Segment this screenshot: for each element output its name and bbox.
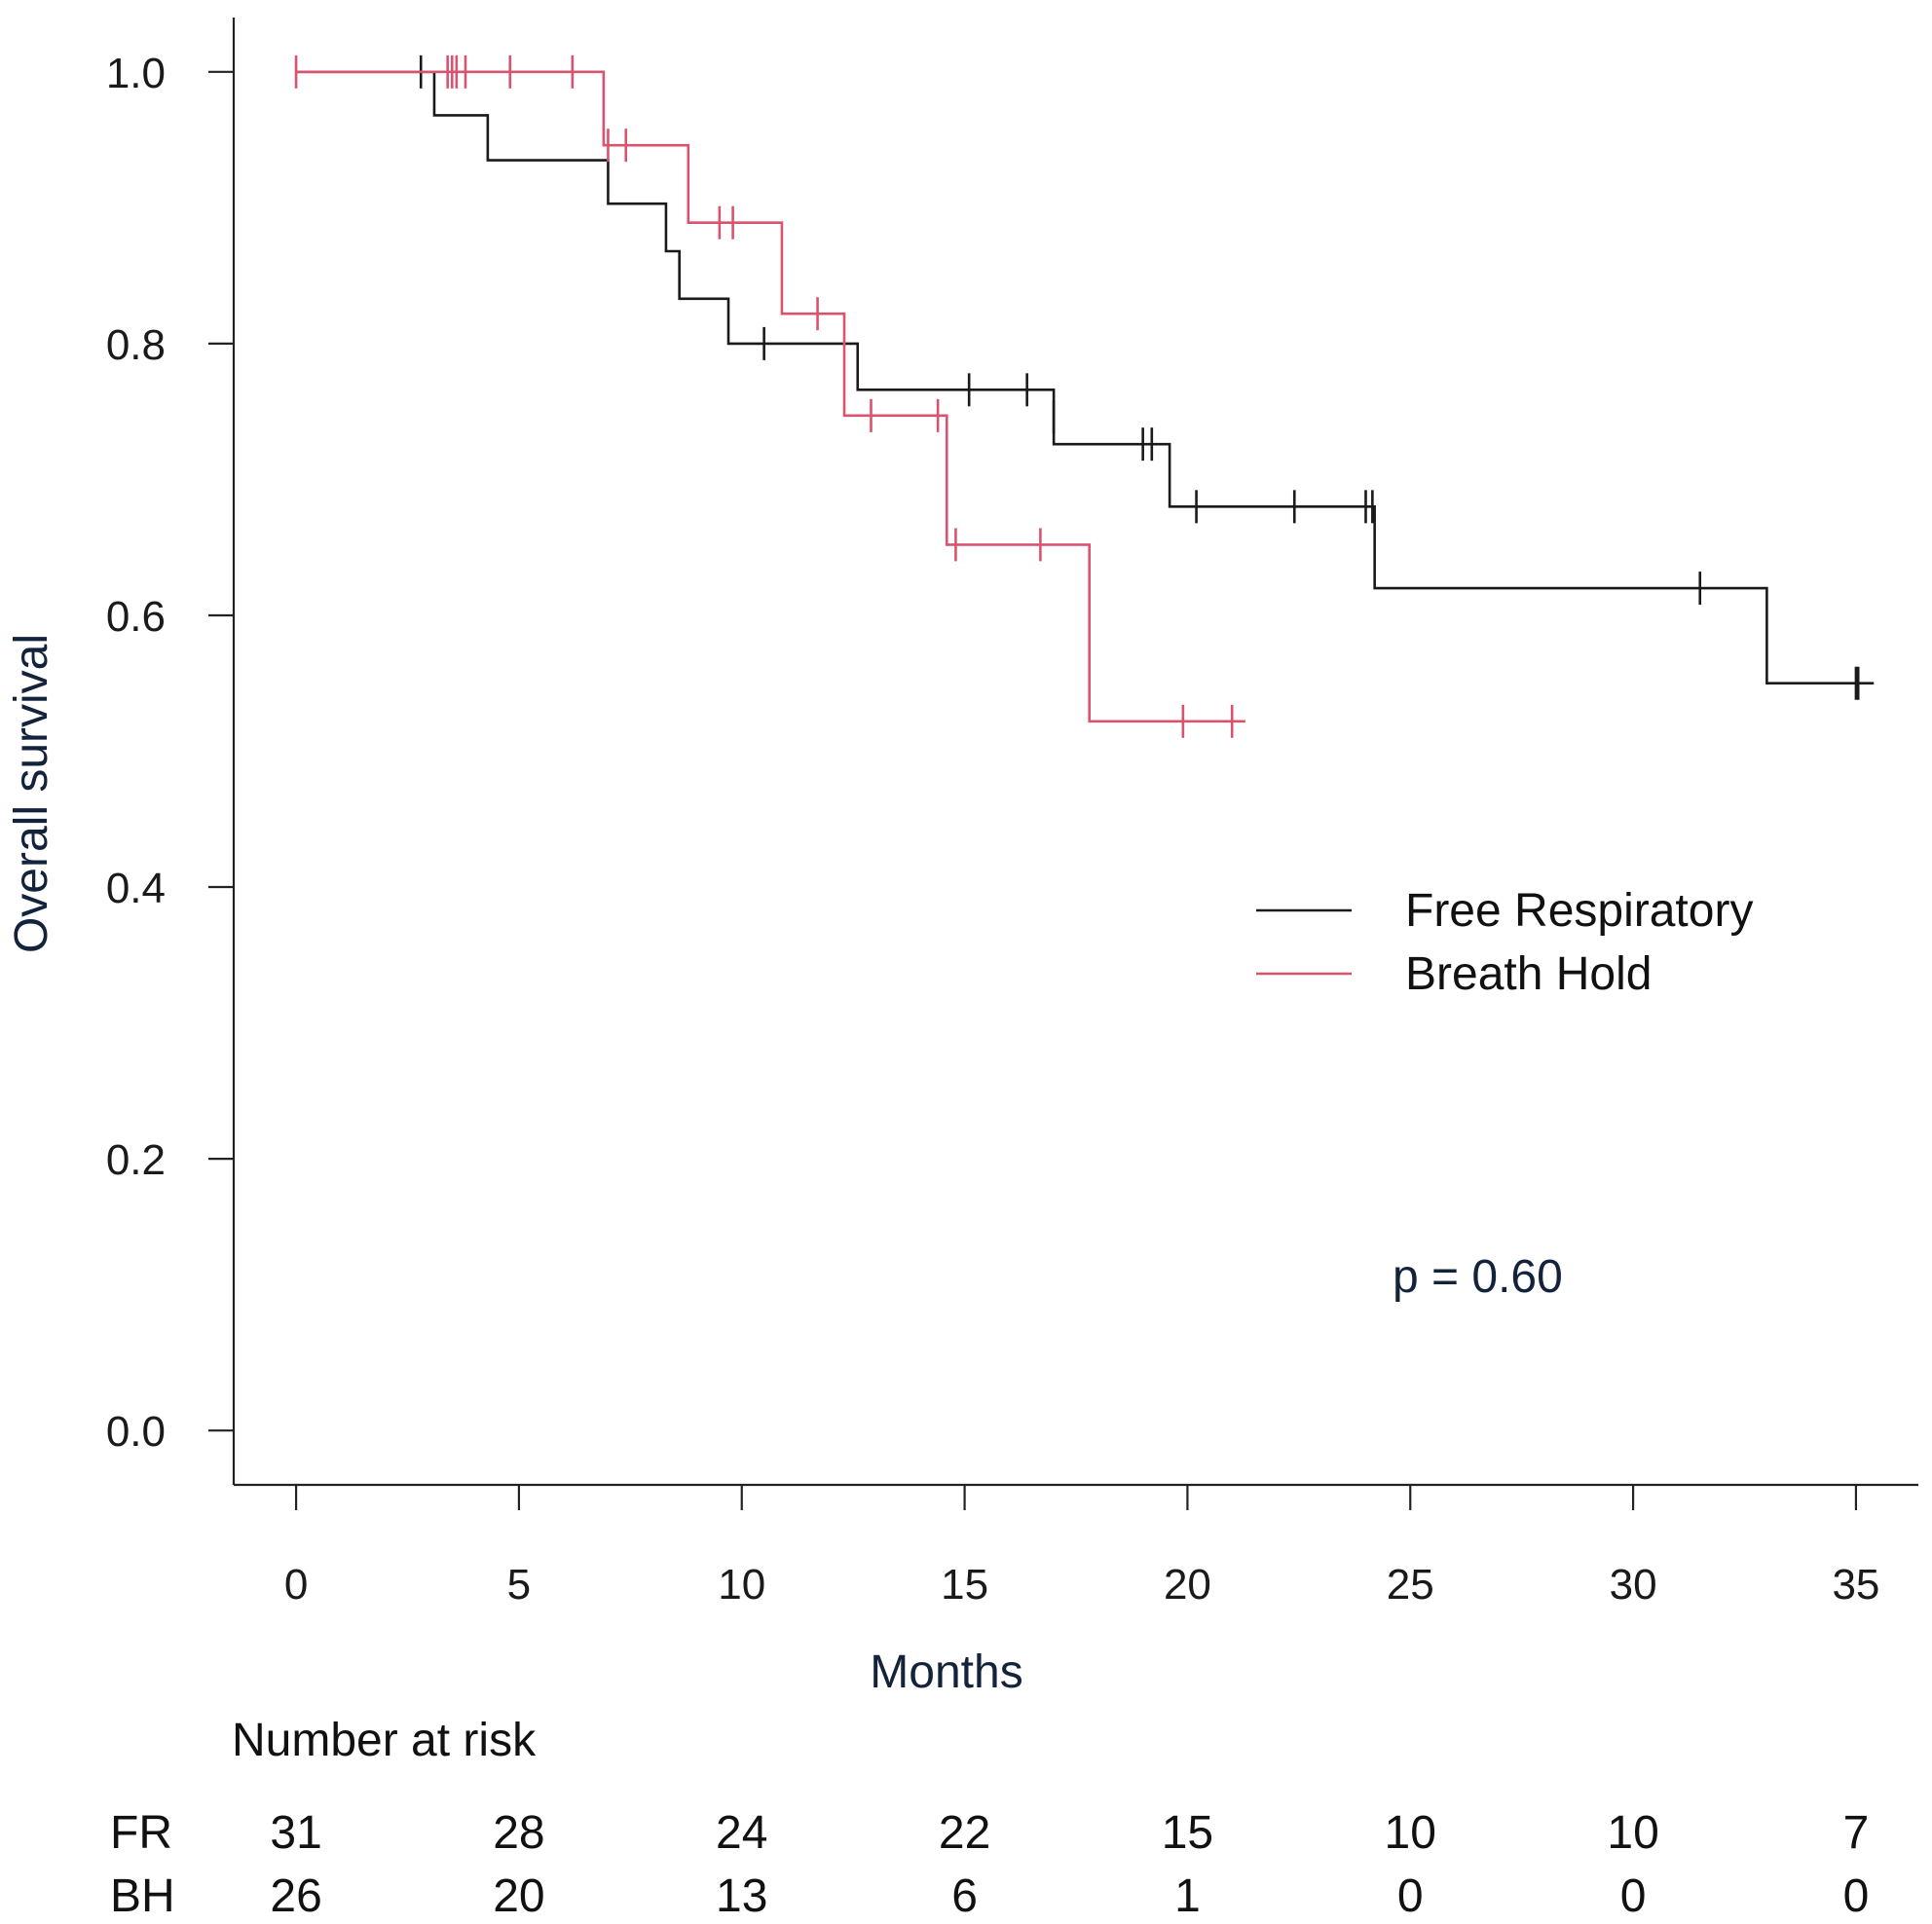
risk-row-label: FR	[110, 1807, 172, 1859]
y-tick-label: 0.8	[106, 321, 166, 369]
risk-count: 10	[1385, 1807, 1436, 1859]
risk-row-label: BH	[110, 1870, 175, 1922]
x-tick-label: 35	[1832, 1561, 1879, 1609]
legend: Free Respiratory Breath Hold	[1256, 885, 1753, 1000]
x-tick-label: 20	[1164, 1561, 1211, 1609]
risk-count: 26	[270, 1870, 321, 1922]
risk-count: 13	[716, 1870, 767, 1922]
x-tick-label: 0	[284, 1561, 308, 1609]
survival-curves	[294, 55, 1875, 738]
x-tick-label: 30	[1610, 1561, 1657, 1609]
x-tick-label: 10	[718, 1561, 765, 1609]
risk-table-title: Number at risk	[232, 1715, 537, 1766]
y-tick-label: 0.4	[106, 865, 166, 912]
x-tick-label: 15	[941, 1561, 988, 1609]
risk-table: Number at risk FR 31 28 24 22 15 10 10 7BH 26 20 13…	[110, 1715, 1869, 1922]
legend-label: Breath Hold	[1405, 948, 1652, 1000]
risk-count: 6	[951, 1870, 978, 1922]
risk-count: 0	[1620, 1870, 1647, 1922]
axes	[232, 18, 1918, 1487]
series-1	[294, 55, 1245, 738]
risk-count: 24	[716, 1807, 767, 1859]
risk-count: 20	[493, 1870, 544, 1922]
series-line	[296, 70, 1875, 685]
y-axis-title: Overall survival	[6, 634, 57, 953]
legend-label: Free Respiratory	[1405, 885, 1753, 937]
x-axis-title: Months	[870, 1646, 1022, 1698]
risk-count: 0	[1843, 1870, 1870, 1922]
risk-count: 10	[1607, 1807, 1658, 1859]
p-value-annotation: p = 0.60	[1393, 1251, 1563, 1303]
risk-count: 15	[1162, 1807, 1213, 1859]
series-0	[296, 55, 1875, 700]
y-tick-label: 1.0	[106, 50, 166, 97]
x-tick-label: 5	[507, 1561, 531, 1609]
x-tick-label: 25	[1387, 1561, 1434, 1609]
y-tick-label: 0.2	[106, 1136, 166, 1184]
risk-count: 1	[1174, 1870, 1201, 1922]
risk-count: 7	[1843, 1807, 1870, 1859]
risk-count: 28	[493, 1807, 544, 1859]
y-axis-ticks: 0.0 0.2 0.4 0.6 0.8 1.0	[106, 50, 234, 1456]
risk-count: 22	[939, 1807, 990, 1859]
series-line	[296, 70, 1245, 723]
y-tick-label: 0.6	[106, 593, 166, 641]
risk-count: 31	[270, 1807, 321, 1859]
x-axis-ticks: 0 5 10 15 20 25 30 35	[284, 1485, 1879, 1609]
y-tick-label: 0.0	[106, 1408, 166, 1456]
risk-count: 0	[1397, 1870, 1424, 1922]
